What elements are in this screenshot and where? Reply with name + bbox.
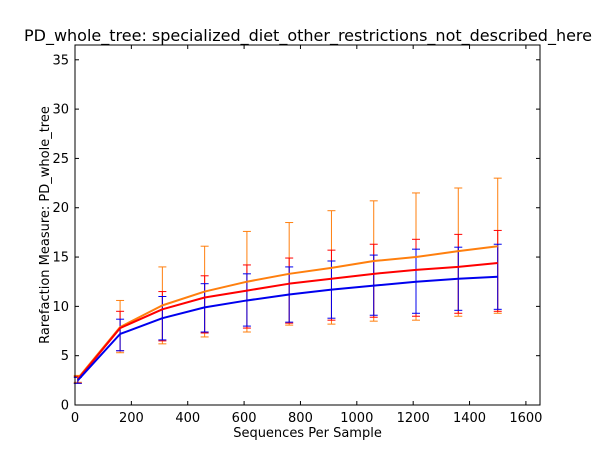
series-line-0 bbox=[77, 245, 498, 380]
x-tick-label: 400 bbox=[175, 411, 200, 426]
series-line-2 bbox=[77, 275, 498, 382]
series-2 bbox=[73, 243, 502, 384]
axis-ticks: 0 200 400 600 800 1000 1200 1400 1600 0 5 10 15 20 25 3… bbox=[52, 45, 542, 426]
x-tick-label: 1600 bbox=[509, 411, 542, 426]
x-tick-label: 1000 bbox=[340, 411, 373, 426]
plot-frame bbox=[74, 44, 541, 406]
x-tick-label: 0 bbox=[71, 411, 79, 426]
y-tick-label: 30 bbox=[52, 103, 69, 118]
y-tick-label: 0 bbox=[61, 399, 69, 414]
chart-title: PD_whole_tree: specialized_diet_other_re… bbox=[24, 26, 592, 46]
y-tick-label: 35 bbox=[52, 53, 69, 68]
x-tick-label: 200 bbox=[119, 411, 144, 426]
series-line-1 bbox=[77, 261, 498, 380]
x-axis-label: Sequences Per Sample bbox=[233, 426, 382, 441]
x-tick-label: 800 bbox=[288, 411, 313, 426]
x-tick-label: 1200 bbox=[397, 411, 430, 426]
y-tick-label: 20 bbox=[52, 201, 69, 216]
y-tick-label: 5 bbox=[61, 349, 69, 364]
y-tick-label: 15 bbox=[52, 251, 69, 266]
y-tick-label: 10 bbox=[52, 300, 69, 315]
y-tick-label: 25 bbox=[52, 152, 69, 167]
plot-area bbox=[73, 177, 502, 384]
x-tick-label: 1400 bbox=[453, 411, 486, 426]
x-tick-label: 600 bbox=[232, 411, 257, 426]
y-axis-label: Rarefaction Measure: PD_whole_tree bbox=[38, 106, 53, 344]
